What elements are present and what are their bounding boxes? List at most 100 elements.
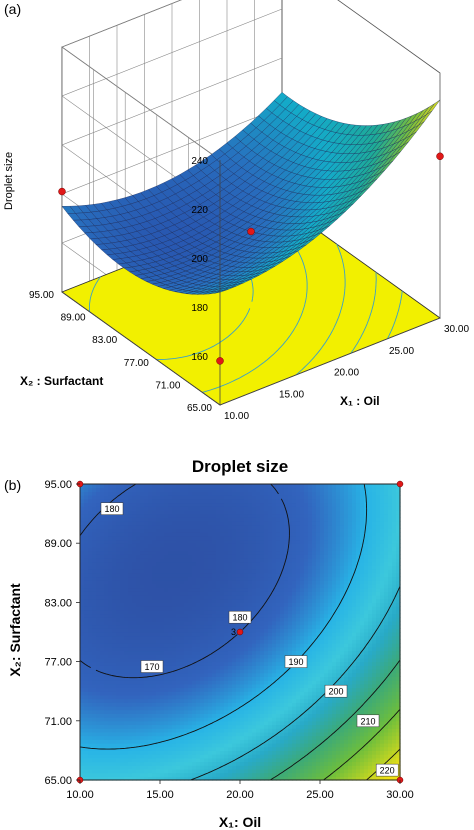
field-cell (156, 606, 161, 611)
field-cell (128, 717, 133, 722)
field-cell (156, 554, 161, 559)
field-cell (80, 550, 85, 555)
field-cell (200, 528, 205, 533)
field-cell (264, 650, 269, 655)
field-cell (96, 694, 101, 700)
field-cell (248, 661, 253, 666)
field-cell (128, 495, 133, 500)
field-cell (100, 624, 105, 629)
field-cell (112, 495, 117, 500)
field-cell (224, 761, 229, 766)
field-cell (140, 558, 145, 563)
field-cell (228, 502, 233, 507)
field-cell (208, 528, 213, 533)
field-cell (104, 602, 109, 607)
field-cell (140, 513, 145, 518)
field-cell (124, 672, 129, 677)
field-cell (256, 761, 261, 766)
field-cell (84, 717, 89, 722)
field-cell (88, 676, 93, 681)
field-cell (88, 643, 93, 648)
field-cell (80, 717, 85, 722)
field-cell (168, 583, 173, 589)
field-cell (184, 761, 189, 766)
field-cell (120, 532, 125, 537)
field-cell (84, 724, 89, 729)
field-cell (280, 583, 285, 589)
field-cell (132, 513, 137, 518)
field-cell (244, 509, 249, 515)
field-cell (176, 654, 181, 659)
field-cell (272, 709, 277, 714)
field-cell (96, 517, 101, 522)
field-cell (176, 646, 181, 652)
field-cell (204, 646, 209, 652)
field-cell (136, 706, 141, 711)
field-cell (80, 724, 85, 729)
field-cell (104, 521, 109, 526)
field-cell (100, 569, 105, 574)
field-cell (152, 513, 157, 518)
field-cell (192, 554, 197, 559)
field-cell (120, 669, 125, 674)
field-cell (132, 676, 137, 681)
field-cell (192, 583, 197, 589)
field-cell (92, 528, 97, 533)
field-cell (184, 720, 189, 726)
field-cell (104, 558, 109, 563)
field-cell (108, 683, 113, 689)
field-cell (96, 672, 101, 677)
field-cell (220, 761, 225, 766)
field-cell (200, 646, 205, 652)
field-cell (188, 728, 193, 733)
field-cell (144, 580, 149, 585)
field-cell (112, 595, 117, 600)
field-cell (196, 513, 201, 518)
field-cell (212, 776, 217, 781)
field-cell (136, 609, 141, 615)
field-cell (240, 702, 245, 707)
field-cell (136, 524, 141, 529)
field-cell (272, 691, 277, 696)
field-cell (128, 694, 133, 700)
field-cell (176, 706, 181, 711)
field-cell (96, 754, 101, 759)
field-cell (188, 609, 193, 615)
field-cell (244, 535, 249, 541)
field-cell (140, 739, 145, 744)
field-cell (232, 735, 237, 740)
field-cell (184, 583, 189, 589)
field-cell (200, 565, 205, 570)
field-cell (176, 609, 181, 615)
field-cell (220, 720, 225, 726)
field-cell (212, 661, 217, 666)
field-cell (268, 680, 273, 685)
field-cell (100, 735, 105, 740)
field-cell (256, 550, 261, 555)
field-cell (224, 694, 229, 700)
field-cell (148, 583, 153, 589)
field-cell (200, 491, 205, 496)
field-cell (176, 643, 181, 648)
field-cell (160, 617, 165, 622)
field-cell (140, 643, 145, 648)
field-cell (200, 754, 205, 759)
field-cell (164, 676, 169, 681)
field-cell (280, 698, 285, 703)
field-cell (148, 521, 153, 526)
field-cell (132, 765, 137, 770)
field-cell (216, 539, 221, 544)
field-cell (228, 543, 233, 548)
field-cell (236, 576, 241, 581)
field-cell (224, 550, 229, 555)
field-cell (248, 495, 253, 500)
field-cell (184, 572, 189, 578)
field-cell (96, 728, 101, 733)
field-cell (172, 698, 177, 703)
field-cell (196, 528, 201, 533)
field-cell (184, 739, 189, 744)
field-cell (224, 587, 229, 592)
field-cell (124, 535, 129, 541)
field-cell (224, 669, 229, 674)
field-cell (264, 561, 269, 566)
